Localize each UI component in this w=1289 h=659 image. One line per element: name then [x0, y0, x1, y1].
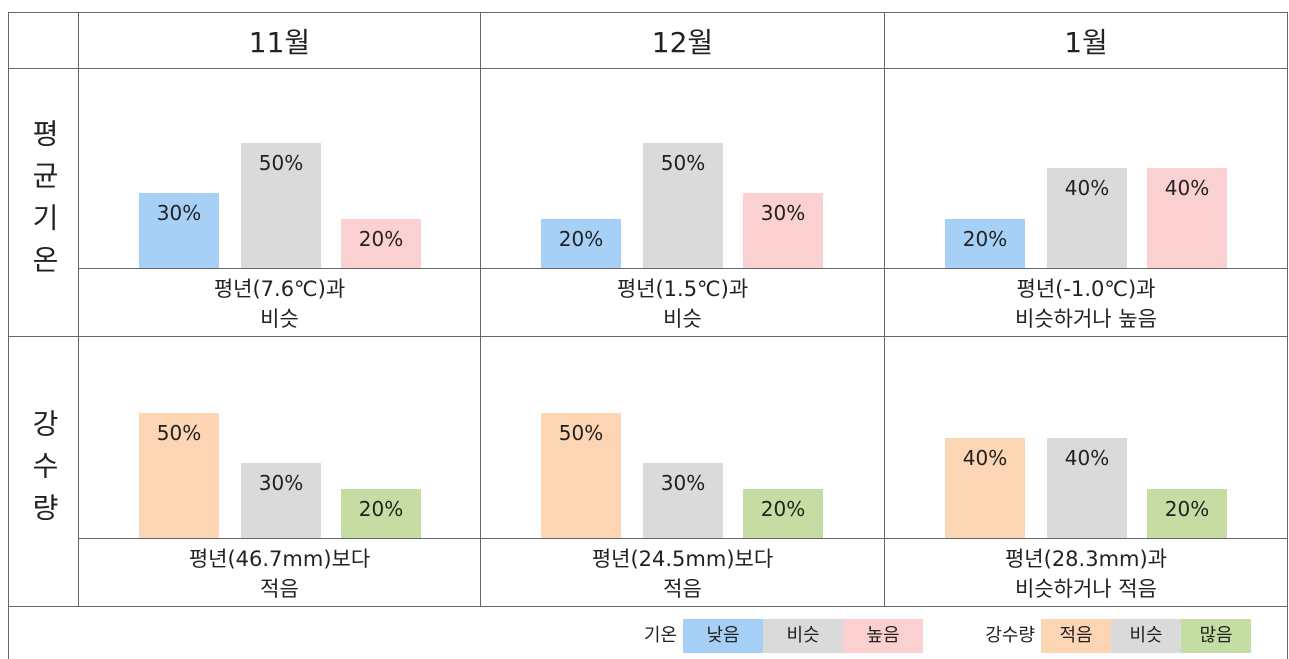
bar: 50% — [541, 413, 621, 539]
summary-text: 평년(1.5℃)과 — [616, 277, 749, 301]
row-label: 평균기온 — [8, 68, 79, 337]
bar: 30% — [241, 463, 321, 539]
bar: 20% — [541, 218, 621, 269]
summary-divider — [481, 538, 884, 539]
summary-divider — [885, 268, 1287, 269]
summary-text: 적음 — [260, 577, 299, 601]
bar: 30% — [743, 193, 823, 269]
summary-divider — [481, 268, 884, 269]
bar-label: 20% — [760, 496, 806, 521]
row-label: 강수량 — [8, 336, 79, 607]
month-header: 1월 — [884, 12, 1288, 69]
bar: 50% — [643, 143, 723, 269]
summary-text: 평년(28.3mm)과 — [1004, 547, 1168, 571]
bar: 40% — [1047, 438, 1127, 539]
bar-label: 20% — [558, 226, 604, 251]
bar: 50% — [241, 143, 321, 269]
bar: 30% — [643, 463, 723, 539]
bar: 20% — [1147, 488, 1227, 539]
bar-label: 20% — [1164, 496, 1210, 521]
bar-label: 30% — [156, 201, 202, 226]
summary-text: 비슷하거나 적음 — [1015, 577, 1157, 601]
summary-text: 평년(7.6℃)과 — [213, 277, 346, 301]
bar: 20% — [341, 488, 421, 539]
legend-row: 기온 낮음 비슷 높음 강수량 적음 비슷 많음 — [8, 606, 1288, 659]
bar-label: 40% — [962, 446, 1008, 471]
summary-divider — [79, 268, 480, 269]
bar-label: 20% — [962, 226, 1008, 251]
month-header: 12월 — [480, 12, 885, 69]
bar-label: 30% — [258, 471, 304, 496]
legend-item: 낮음 — [683, 619, 763, 653]
bar-label: 20% — [358, 496, 404, 521]
summary-text: 평년(46.7mm)보다 — [188, 547, 371, 571]
summary-divider — [79, 538, 480, 539]
bar-label: 50% — [558, 421, 604, 445]
bar-label: 30% — [660, 471, 706, 496]
legend-item: 적음 — [1041, 619, 1111, 653]
row-label-text: 평균기온 — [27, 118, 61, 287]
bar-label: 20% — [358, 226, 404, 251]
legend-title: 기온 — [643, 625, 677, 646]
month-header: 11월 — [78, 12, 481, 69]
bar: 30% — [139, 193, 219, 269]
legend-item: 비슷 — [763, 619, 843, 653]
bar-label: 40% — [1164, 176, 1210, 201]
bar: 20% — [945, 218, 1025, 269]
summary-divider — [885, 538, 1287, 539]
bar: 20% — [743, 488, 823, 539]
corner-cell — [8, 12, 79, 69]
summary-text: 비슷하거나 높음 — [1015, 307, 1157, 331]
legend-item: 높음 — [843, 619, 923, 653]
bar: 40% — [945, 438, 1025, 539]
bar-label: 50% — [258, 151, 304, 175]
summary-text: 비슷 — [663, 307, 702, 331]
summary-text: 비슷 — [260, 307, 299, 331]
bar: 50% — [139, 413, 219, 539]
bar-label: 50% — [660, 151, 706, 175]
summary-text: 적음 — [663, 577, 702, 601]
bar: 40% — [1047, 168, 1127, 269]
legend-item: 비슷 — [1111, 619, 1181, 653]
legend-title: 강수량 — [985, 625, 1035, 646]
legend-item: 많음 — [1181, 619, 1251, 653]
summary-text: 평년(-1.0℃)과 — [1016, 277, 1156, 301]
row-label-text: 강수량 — [27, 408, 61, 535]
bar: 20% — [341, 218, 421, 269]
bar-label: 40% — [1064, 446, 1110, 471]
bar-label: 40% — [1064, 176, 1110, 201]
summary-text: 평년(24.5mm)보다 — [591, 547, 774, 571]
bar: 40% — [1147, 168, 1227, 269]
bar-label: 30% — [760, 201, 806, 226]
bar-label: 50% — [156, 421, 202, 445]
